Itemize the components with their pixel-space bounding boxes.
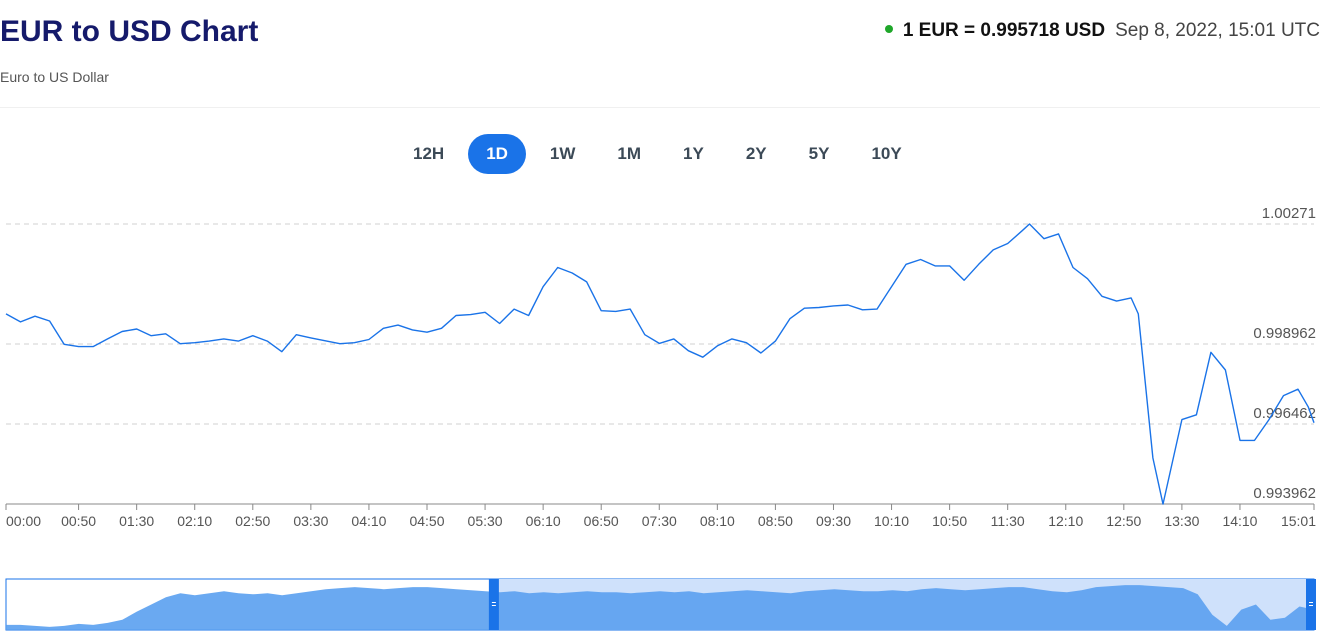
x-tick-label: 08:50 xyxy=(758,513,793,529)
period-10y-button[interactable]: 10Y xyxy=(871,144,902,163)
period-2y-button[interactable]: 2Y xyxy=(745,144,767,163)
period-1w-button[interactable]: 1W xyxy=(549,144,576,163)
period-1m-button[interactable]: 1M xyxy=(617,144,642,163)
x-tick-label: 15:01 xyxy=(1281,513,1316,529)
x-tick-label: 09:30 xyxy=(816,513,851,529)
y-tick-label: 0.996462 xyxy=(1253,405,1316,422)
x-tick-label: 00:00 xyxy=(6,513,41,529)
x-tick-label: 10:10 xyxy=(874,513,909,529)
page-subtitle: Euro to US Dollar xyxy=(0,69,109,85)
x-tick-label: 07:30 xyxy=(642,513,677,529)
rate-timestamp: Sep 8, 2022, 15:01 UTC xyxy=(1115,20,1320,41)
current-rate: 1 EUR = 0.995718 USD Sep 8, 2022, 15:01 U… xyxy=(884,20,1320,42)
x-tick-label: 08:10 xyxy=(700,513,735,529)
x-tick-label: 10:50 xyxy=(932,513,967,529)
y-tick-label: 1.00271 xyxy=(1262,205,1316,222)
x-tick-label: 06:10 xyxy=(526,513,561,529)
x-tick-label: 13:30 xyxy=(1164,513,1199,529)
x-tick-label: 12:10 xyxy=(1048,513,1083,529)
navigator-area xyxy=(6,585,1314,630)
x-tick-label: 03:30 xyxy=(293,513,328,529)
x-tick-label: 05:30 xyxy=(468,513,503,529)
period-selector: 12H 1D 1W 1M 1Y 2Y 5Y 10Y xyxy=(395,134,926,174)
x-tick-label: 14:10 xyxy=(1222,513,1257,529)
x-tick-label: 02:10 xyxy=(177,513,212,529)
period-12h-button[interactable]: 12H xyxy=(413,144,445,163)
rate-line-chart[interactable]: 0.993962 0.996462 0.998962 1.00271 00:00 00:5… xyxy=(0,190,1320,540)
period-1d-button[interactable]: 1D xyxy=(468,134,526,174)
navigator-left-handle[interactable] xyxy=(488,579,499,630)
x-tick-label: 01:30 xyxy=(119,513,154,529)
page-title: EUR to USD Chart xyxy=(0,15,259,48)
rate-value: 1 EUR = 0.995718 USD xyxy=(902,20,1106,41)
period-5y-button[interactable]: 5Y xyxy=(808,144,830,163)
header-divider xyxy=(0,107,1320,108)
period-1y-button[interactable]: 1Y xyxy=(683,144,704,163)
x-tick-label: 12:50 xyxy=(1106,513,1141,529)
range-navigator[interactable] xyxy=(0,575,1320,633)
x-tick-label: 00:50 xyxy=(61,513,96,529)
series-line xyxy=(5,223,1315,505)
live-status-dot-icon xyxy=(884,24,893,33)
navigator-right-handle[interactable] xyxy=(1306,579,1316,630)
x-tick-label: 04:10 xyxy=(351,513,386,529)
x-tick-label: 11:30 xyxy=(991,513,1025,529)
y-tick-label: 0.998962 xyxy=(1253,325,1316,342)
x-tick-label: 04:50 xyxy=(409,513,444,529)
x-tick-label: 06:50 xyxy=(584,513,619,529)
x-tick-label: 02:50 xyxy=(235,513,270,529)
y-tick-label: 0.993962 xyxy=(1253,485,1316,502)
